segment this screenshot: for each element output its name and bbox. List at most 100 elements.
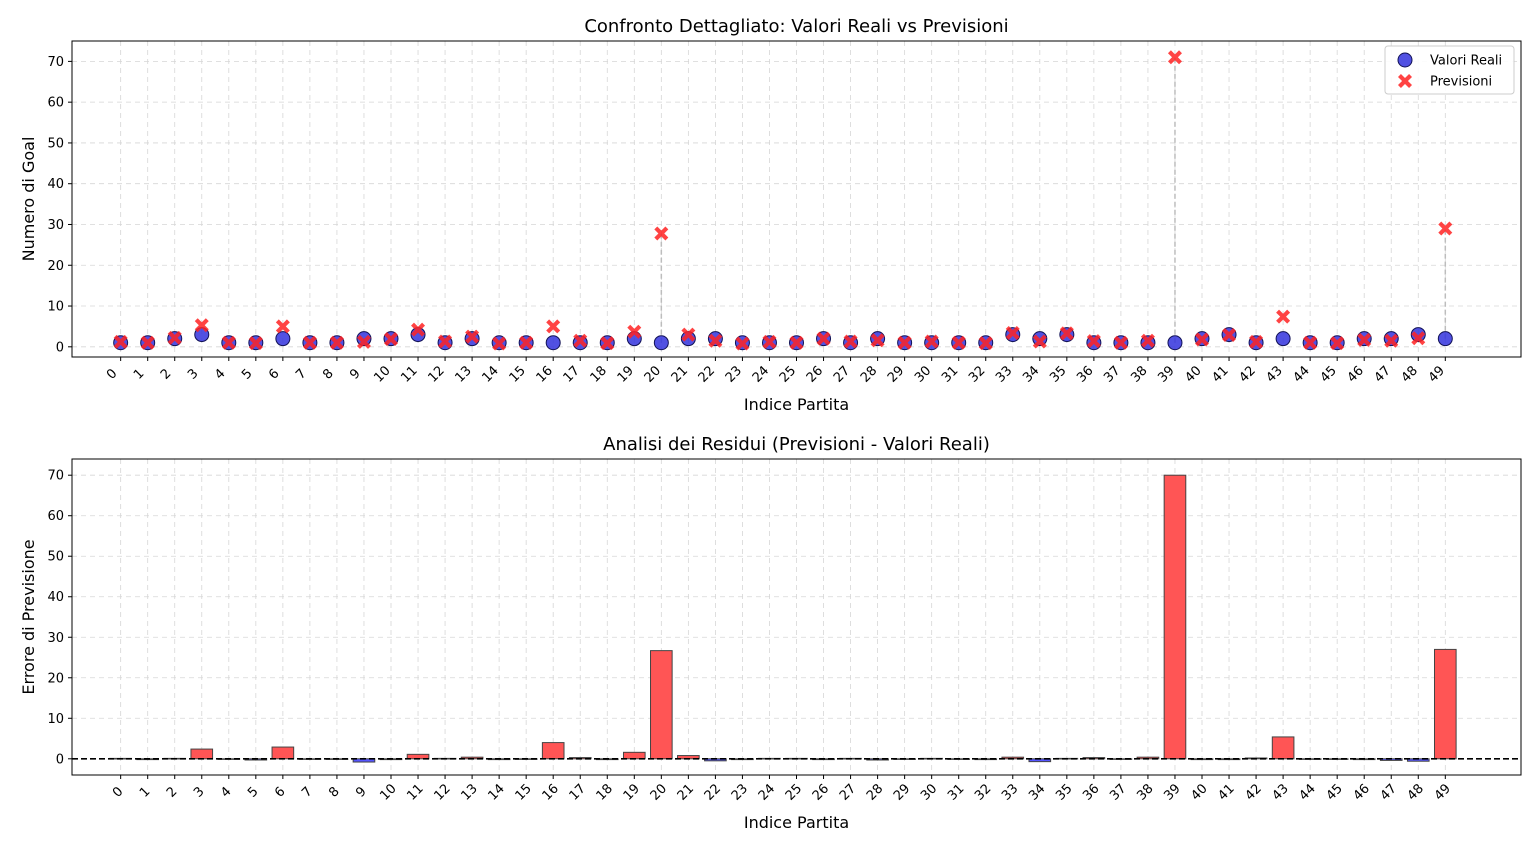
- x-tick-label: 9: [353, 784, 369, 800]
- prediction-point: [1276, 309, 1291, 324]
- x-tick-label: 25: [783, 781, 805, 803]
- x-tick-label: 29: [891, 781, 913, 803]
- y-tick-label: 40: [47, 177, 64, 192]
- prediction-point: [708, 333, 723, 348]
- x-tick-label: 20: [648, 781, 670, 803]
- x-tick-label: 13: [458, 781, 480, 803]
- prediction-point: [843, 334, 858, 349]
- x-tick-label: 41: [1209, 363, 1231, 385]
- x-tick-label: 37: [1101, 363, 1123, 385]
- x-tick-label: 49: [1426, 363, 1448, 385]
- y-tick-label: 10: [47, 712, 64, 727]
- real-value-point: [1167, 335, 1183, 351]
- x-tick-label: 21: [675, 781, 697, 803]
- x-tick-label: 31: [939, 363, 961, 385]
- x-tick-label: 40: [1182, 363, 1204, 385]
- prediction-point: [627, 324, 642, 339]
- prediction-point: [519, 335, 534, 350]
- prediction-point: [194, 318, 209, 333]
- x-tick-label: 14: [486, 781, 508, 803]
- x-tick-label: 46: [1351, 781, 1373, 803]
- x-tick-label: 14: [480, 363, 502, 385]
- x-axis-label: Indice Partita: [744, 813, 849, 832]
- legend: Valori Reali Previsioni: [1384, 45, 1515, 95]
- x-tick-label: 27: [837, 781, 859, 803]
- prediction-point: [789, 335, 804, 350]
- x-tick-label: 24: [750, 363, 772, 385]
- x-tick-label: 11: [404, 781, 426, 803]
- y-tick-label: 20: [47, 671, 64, 686]
- x-tick-label: 7: [299, 784, 315, 800]
- y-tick-label: 60: [47, 509, 64, 524]
- prediction-point: [1059, 326, 1074, 341]
- x-tick-label: 8: [326, 784, 342, 800]
- x-tick-label: 13: [452, 363, 474, 385]
- x-tick-label: 18: [588, 363, 610, 385]
- x-tick-label: 31: [945, 781, 967, 803]
- x-tick-label: 38: [1134, 781, 1156, 803]
- x-tick-label: 10: [371, 363, 393, 385]
- y-axis-label: Errore di Previsione: [19, 539, 38, 694]
- prediction-point: [654, 226, 669, 241]
- prediction-point: [1005, 325, 1020, 340]
- x-tick-label: 34: [1020, 363, 1042, 385]
- y-tick-label: 70: [47, 469, 64, 484]
- x-tick-label: 7: [293, 366, 309, 382]
- x-tick-label: 18: [594, 781, 616, 803]
- x-tick-label: 6: [272, 784, 288, 800]
- prediction-point: [1167, 50, 1182, 65]
- x-tick-label: 25: [777, 363, 799, 385]
- residual-bar: [1163, 474, 1187, 760]
- legend-prediction-marker: [1398, 74, 1412, 88]
- y-tick-label: 30: [47, 218, 64, 233]
- prediction-point: [1303, 335, 1318, 350]
- x-tick-label: 28: [864, 781, 886, 803]
- x-tick-label: 3: [185, 366, 201, 382]
- prediction-point: [356, 334, 371, 349]
- x-tick-label: 20: [642, 363, 664, 385]
- real-value-point: [1437, 331, 1453, 347]
- prediction-point: [546, 319, 561, 334]
- legend-real-label: Valori Reali: [1430, 54, 1502, 69]
- prediction-point: [1249, 334, 1264, 349]
- y-tick-label: 50: [47, 550, 64, 565]
- x-tick-label: 9: [347, 366, 363, 382]
- x-tick-label: 6: [266, 366, 282, 382]
- prediction-point: [816, 331, 831, 346]
- prediction-point: [1330, 336, 1345, 351]
- x-tick-label: 12: [425, 363, 447, 385]
- prediction-point: [897, 335, 912, 350]
- x-tick-label: 12: [431, 781, 453, 803]
- x-tick-label: 3: [191, 784, 207, 800]
- x-tick-label: 46: [1345, 363, 1367, 385]
- x-tick-label: 36: [1080, 781, 1102, 803]
- x-tick-label: 30: [912, 363, 934, 385]
- x-tick-label: 29: [885, 363, 907, 385]
- prediction-point: [573, 333, 588, 348]
- x-tick-label: 2: [158, 366, 174, 382]
- x-tick-label: 26: [804, 363, 826, 385]
- y-axis-label: Numero di Goal: [19, 137, 38, 262]
- x-tick-label: 15: [513, 781, 535, 803]
- prediction-point: [438, 334, 453, 349]
- x-tick-label: 21: [669, 363, 691, 385]
- x-tick-label: 22: [702, 781, 724, 803]
- real-value-point: [653, 335, 669, 351]
- x-tick-label: 30: [918, 781, 940, 803]
- y-tick-label: 40: [47, 590, 64, 605]
- prediction-point: [1357, 332, 1372, 347]
- residual-bar: [650, 650, 673, 760]
- prediction-point: [924, 334, 939, 349]
- x-tick-label: 15: [507, 363, 529, 385]
- prediction-point: [1438, 221, 1453, 236]
- real-value-point: [545, 335, 561, 351]
- y-tick-label: 70: [47, 55, 64, 70]
- x-tick-label: 16: [534, 363, 556, 385]
- legend-box: [1384, 45, 1515, 95]
- real-value-point: [356, 331, 372, 347]
- real-value-point: [1275, 331, 1291, 347]
- prediction-point: [465, 329, 480, 344]
- x-tick-label: 40: [1188, 781, 1210, 803]
